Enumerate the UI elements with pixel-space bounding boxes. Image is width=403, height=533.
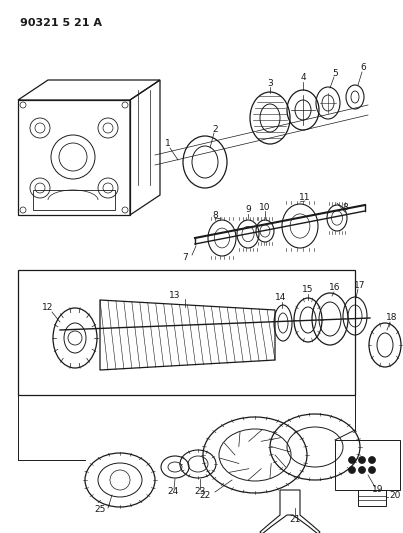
Text: 17: 17 bbox=[354, 280, 366, 289]
Text: 24: 24 bbox=[167, 488, 179, 497]
Text: 23: 23 bbox=[194, 488, 206, 497]
Text: 13: 13 bbox=[169, 290, 181, 300]
Text: 21: 21 bbox=[289, 515, 301, 524]
Text: 90321 5 21 A: 90321 5 21 A bbox=[20, 18, 102, 28]
Text: 8: 8 bbox=[342, 204, 348, 213]
Text: 9: 9 bbox=[245, 206, 251, 214]
Text: 22: 22 bbox=[199, 490, 211, 499]
Circle shape bbox=[368, 466, 376, 473]
Bar bbox=[358, 496, 386, 500]
Circle shape bbox=[349, 456, 355, 464]
Bar bbox=[358, 490, 386, 506]
Circle shape bbox=[349, 466, 355, 473]
Text: 11: 11 bbox=[299, 192, 311, 201]
Text: 6: 6 bbox=[360, 63, 366, 72]
Text: 5: 5 bbox=[332, 69, 338, 77]
Circle shape bbox=[359, 466, 366, 473]
Text: 7: 7 bbox=[182, 254, 188, 262]
Text: 1: 1 bbox=[165, 139, 171, 148]
Text: 4: 4 bbox=[300, 74, 306, 83]
Text: 18: 18 bbox=[386, 313, 398, 322]
Text: 2: 2 bbox=[212, 125, 218, 134]
Text: 25: 25 bbox=[94, 505, 106, 514]
Text: 19: 19 bbox=[372, 486, 384, 495]
Text: 3: 3 bbox=[267, 78, 273, 87]
Text: 8: 8 bbox=[212, 211, 218, 220]
Text: 10: 10 bbox=[259, 203, 271, 212]
Text: 14: 14 bbox=[275, 294, 287, 303]
Text: 15: 15 bbox=[302, 286, 314, 295]
Bar bbox=[33, 190, 115, 210]
Circle shape bbox=[359, 456, 366, 464]
Text: 16: 16 bbox=[329, 284, 341, 293]
Text: 20: 20 bbox=[389, 490, 401, 499]
Circle shape bbox=[368, 456, 376, 464]
Text: 12: 12 bbox=[42, 303, 54, 312]
